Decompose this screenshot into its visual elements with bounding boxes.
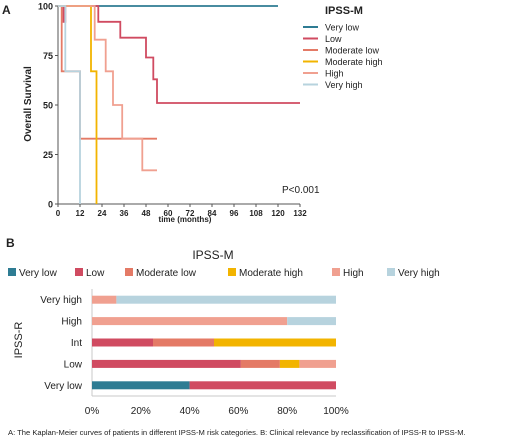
bar-x-tick-label: 80% — [277, 406, 297, 417]
bar-segment-low-low — [92, 359, 241, 368]
bar-legend-swatch-very-high — [387, 268, 395, 276]
bar-legend-label-high: High — [343, 268, 364, 279]
km-curve-moderate-high — [58, 5, 98, 204]
bar-x-tick-label: 20% — [131, 406, 151, 417]
km-y-tick-label: 0 — [48, 200, 53, 210]
bar-axes: 0% 20% 40% 60% 80% 100% — [85, 289, 349, 417]
km-y-tick-label: 100 — [38, 2, 53, 12]
km-legend-label-high: High — [325, 69, 344, 79]
bar-segment-very-low-very-low — [92, 381, 190, 390]
km-x-tick-label: 96 — [230, 209, 239, 218]
km-x-tick-label: 108 — [249, 209, 263, 218]
bar-x-tick-label: 100% — [323, 406, 349, 417]
bar-legend-label-moderate-high: Moderate high — [239, 268, 303, 279]
bar-legend-label-very-low: Very low — [19, 268, 58, 279]
bar-category-label-low: Low — [64, 359, 83, 370]
km-y-tick-label: 25 — [43, 150, 53, 160]
bar-category-label-very-high: Very high — [40, 295, 82, 306]
km-x-tick-label: 60 — [164, 209, 173, 218]
bar-segment-int-low — [92, 338, 153, 347]
km-curve-moderate-low — [58, 5, 157, 140]
km-x-tick-label: 72 — [186, 209, 195, 218]
bar-segment-very-low-low — [189, 381, 336, 390]
bar-legend-swatch-low — [75, 268, 83, 276]
bar-segment-int-moderate-low — [153, 338, 214, 347]
bar-category-label-high: High — [61, 317, 82, 328]
km-legend-label-very-low: Very low — [325, 23, 360, 33]
km-x-tick-label: 84 — [208, 209, 217, 218]
km-pvalue: P<0.001 — [282, 185, 320, 196]
km-y-tick-label: 50 — [43, 101, 53, 111]
bar-legend: Very low Low Moderate low Moderate high High… — [8, 268, 440, 279]
panel-a-label: A — [2, 3, 11, 17]
bar-x-tick-label: 0% — [85, 406, 100, 417]
km-xlabel: time (months) — [159, 215, 212, 224]
bar-x-tick-label: 60% — [228, 406, 248, 417]
km-curves — [58, 5, 300, 204]
km-y-tick-label: 75 — [43, 51, 53, 61]
km-x-tick-label: 48 — [142, 209, 151, 218]
km-x-tick-label: 0 — [56, 209, 61, 218]
bar-legend-label-moderate-low: Moderate low — [136, 268, 197, 279]
km-x-tick-label: 36 — [120, 209, 129, 218]
figure-caption: A: The Kaplan-Meier curves of patients i… — [8, 428, 466, 437]
bar-segment-very-high-high — [92, 295, 117, 304]
km-legend-label-moderate-low: Moderate low — [325, 46, 380, 56]
km-curve-high — [58, 5, 157, 172]
bar-legend-swatch-moderate-high — [228, 268, 236, 276]
bar-title: IPSS-M — [192, 248, 233, 262]
bar-legend-swatch-moderate-low — [125, 268, 133, 276]
bar-category-label-int: Int — [71, 338, 82, 349]
km-x-tick-label: 24 — [98, 209, 107, 218]
km-legend-label-very-high: Very high — [325, 80, 363, 90]
bar-segment-int-moderate-high — [214, 338, 336, 347]
bar-segment-low-moderate-high — [279, 359, 300, 368]
bar-legend-label-low: Low — [86, 268, 105, 279]
bar-segment-low-moderate-low — [240, 359, 280, 368]
km-legend-label-moderate-high: Moderate high — [325, 57, 383, 67]
bar-legend-swatch-very-low — [8, 268, 16, 276]
bar-category-label-very-low: Very low — [44, 381, 83, 392]
bar-segment-very-high-very-high — [116, 295, 337, 304]
km-curve-very-high — [58, 5, 81, 204]
bar-rows: Very high High Int Low Very low — [40, 295, 337, 392]
bar-ylabel: IPSS-R — [13, 322, 25, 359]
km-x-tick-label: 120 — [271, 209, 285, 218]
bar-segment-high-high — [92, 317, 288, 326]
bar-x-tick-label: 40% — [180, 406, 200, 417]
km-x-tick-label: 12 — [76, 209, 85, 218]
bar-segment-high-very-high — [287, 317, 336, 326]
km-ylabel: Overall Survival — [23, 66, 34, 142]
km-x-tick-label: 132 — [293, 209, 307, 218]
bar-legend-label-very-high: Very high — [398, 268, 440, 279]
panel-b-label: B — [6, 236, 15, 250]
bar-legend-swatch-high — [332, 268, 340, 276]
km-legend-title: IPSS-M — [325, 5, 363, 17]
km-axes: 0 25 50 75 100 0 12 24 36 48 60 72 84 96 108 120 132 — [38, 2, 307, 219]
km-legend-label-low: Low — [325, 34, 342, 44]
bar-segment-low-high — [299, 359, 336, 368]
